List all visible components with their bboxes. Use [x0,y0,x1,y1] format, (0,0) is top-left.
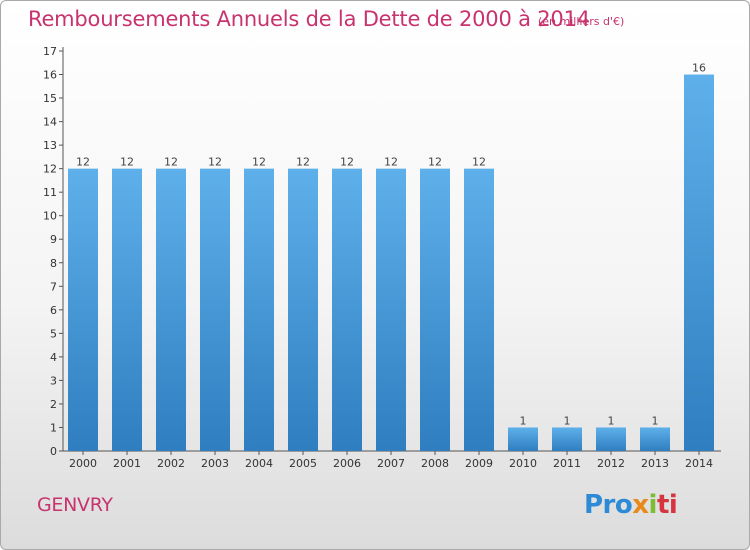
y-tick-label: 3 [50,374,57,387]
bar-2009 [464,168,494,451]
bar-2013 [640,427,670,451]
bar-2012 [596,427,626,451]
data-label-2000: 12 [76,156,90,169]
x-tick-label-2002: 2002 [157,457,185,470]
y-tick-label: 10 [43,210,57,223]
data-label-2002: 12 [164,156,178,169]
y-tick-label: 13 [43,139,57,152]
x-tick-label-2014: 2014 [685,457,713,470]
y-tick-label: 14 [43,116,57,129]
x-tick-label-2003: 2003 [201,457,229,470]
bar-2010 [508,427,538,451]
data-label-2008: 12 [428,156,442,169]
y-tick-label: 0 [50,445,57,458]
bar-2014 [684,74,714,451]
y-tick-label: 1 [50,421,57,434]
y-tick-label: 4 [50,351,57,364]
data-label-2011: 1 [564,414,571,427]
bar-2006 [332,168,362,451]
data-label-2003: 12 [208,156,222,169]
y-tick-label: 15 [43,92,57,105]
bar-2001 [112,168,142,451]
y-tick-label: 5 [50,327,57,340]
logo-part-4: ti [656,490,678,520]
logo-part-1: Pro [584,490,633,520]
data-label-2012: 1 [608,414,615,427]
bar-2011 [552,427,582,451]
data-label-2005: 12 [296,156,310,169]
x-tick-label-2011: 2011 [553,457,581,470]
y-tick-label: 16 [43,69,57,82]
bar-2007 [376,168,406,451]
proxiti-logo: Proxiti [584,490,678,520]
bar-2003 [200,168,230,451]
bar-2004 [244,168,274,451]
city-name: GENVRY [37,494,113,516]
x-tick-label-2007: 2007 [377,457,405,470]
bar-2005 [288,168,318,451]
y-tick-label: 8 [50,257,57,270]
x-tick-label-2013: 2013 [641,457,669,470]
x-tick-label-2006: 2006 [333,457,361,470]
x-tick-label-2012: 2012 [597,457,625,470]
x-tick-label-2010: 2010 [509,457,537,470]
y-tick-label: 12 [43,163,57,176]
bar-2008 [420,168,450,451]
x-tick-label-2001: 2001 [113,457,141,470]
data-label-2004: 12 [252,156,266,169]
x-tick-label-2008: 2008 [421,457,449,470]
bar-2000 [68,168,98,451]
logo-part-3: i [648,490,658,520]
x-tick-label-2005: 2005 [289,457,317,470]
data-label-2009: 12 [472,156,486,169]
y-tick-label: 9 [50,233,57,246]
data-label-2007: 12 [384,156,398,169]
y-tick-label: 2 [50,398,57,411]
data-label-2014: 16 [692,62,706,75]
data-label-2013: 1 [652,414,659,427]
x-tick-label-2004: 2004 [245,457,273,470]
data-label-2006: 12 [340,156,354,169]
y-tick-label: 7 [50,280,57,293]
y-tick-label: 6 [50,304,57,317]
data-label-2010: 1 [520,414,527,427]
bar-2002 [156,168,186,451]
logo-part-2: x [632,490,649,520]
x-tick-label-2009: 2009 [465,457,493,470]
x-tick-label-2000: 2000 [69,457,97,470]
y-tick-label: 11 [43,186,57,199]
data-label-2001: 12 [120,156,134,169]
y-tick-label: 17 [43,45,57,58]
chart-title: Remboursements Annuels de la Dette de 20… [28,7,590,31]
chart-unit: (en milliers d'€) [538,15,625,28]
